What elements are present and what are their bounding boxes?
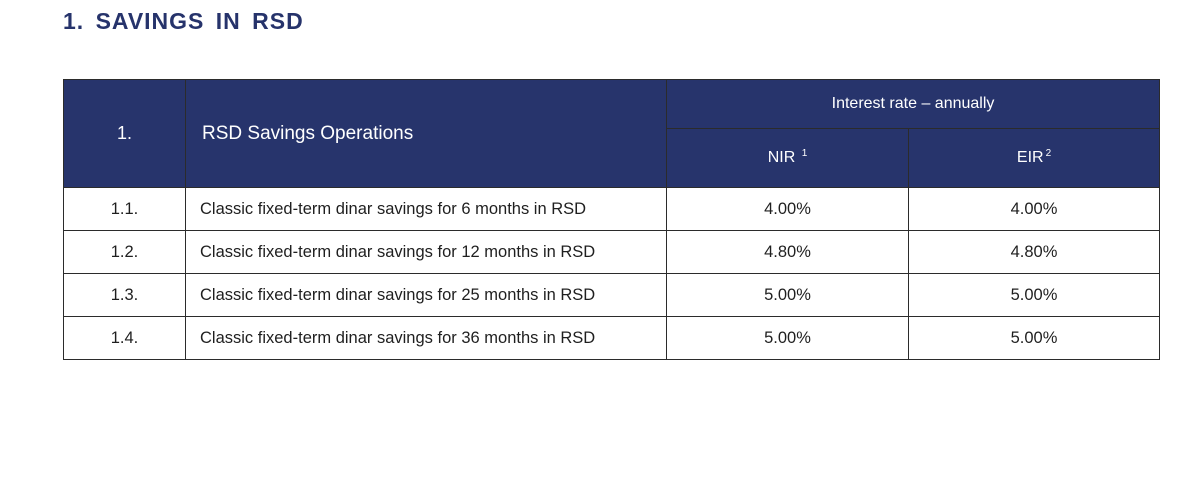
footnote-marker-nir: 1	[801, 147, 808, 159]
row-number: 1.1.	[63, 187, 186, 231]
section-heading: 1. SAVINGS IN RSD	[63, 8, 304, 34]
row-eir-value: 4.00%	[907, 187, 1161, 231]
table-header: 1. RSD Savings Operations Interest rate …	[63, 79, 1161, 188]
row-number: 1.4.	[63, 316, 186, 360]
header-operations-cell: RSD Savings Operations	[185, 79, 667, 188]
header-eir-label: EIR	[1016, 149, 1044, 166]
row-description: Classic fixed-term dinar savings for 36 …	[185, 316, 667, 360]
row-nir-value: 5.00%	[666, 316, 909, 360]
row-description: Classic fixed-term dinar savings for 12 …	[185, 230, 667, 274]
header-row-sub: NIR 1 EIR 2	[64, 128, 1161, 188]
header-eir-cell: EIR 2	[907, 128, 1161, 188]
table-body: 1.1. Classic fixed-term dinar savings fo…	[63, 187, 1161, 360]
header-nir-label: NIR	[767, 149, 796, 166]
header-nir-cell: NIR 1	[666, 128, 909, 188]
row-eir-value: 5.00%	[907, 316, 1161, 360]
footnote-marker-eir: 2	[1045, 147, 1052, 159]
row-description: Classic fixed-term dinar savings for 6 m…	[185, 187, 667, 231]
row-eir-value: 4.80%	[907, 230, 1161, 274]
table-row: 1.2. Classic fixed-term dinar savings fo…	[63, 230, 1161, 274]
row-eir-value: 5.00%	[907, 273, 1161, 317]
header-row-top: 1. RSD Savings Operations Interest rate …	[63, 79, 1161, 188]
header-interest-rate-group: Interest rate – annually	[665, 79, 1161, 129]
row-nir-value: 5.00%	[666, 273, 909, 317]
row-number: 1.2.	[63, 230, 186, 274]
row-nir-value: 4.80%	[666, 230, 909, 274]
row-description: Classic fixed-term dinar savings for 25 …	[185, 273, 667, 317]
interest-rate-table: 1. RSD Savings Operations Interest rate …	[63, 79, 1161, 360]
row-nir-value: 4.00%	[666, 187, 909, 231]
table-row: 1.3. Classic fixed-term dinar savings fo…	[63, 273, 1161, 317]
row-number: 1.3.	[63, 273, 186, 317]
header-number-cell: 1.	[63, 79, 186, 188]
table-row: 1.4. Classic fixed-term dinar savings fo…	[63, 316, 1161, 360]
table-row: 1.1. Classic fixed-term dinar savings fo…	[63, 187, 1161, 231]
